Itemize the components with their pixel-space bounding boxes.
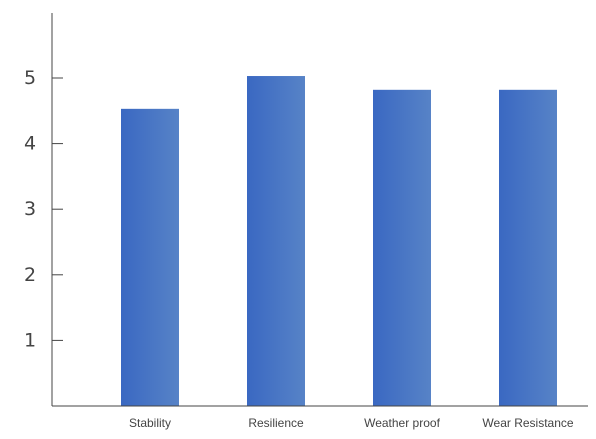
bar-resilience xyxy=(247,76,305,407)
x-axis: Stability Resilience Weather proof Wear Res… xyxy=(52,405,588,430)
y-axis: 1 2 3 4 5 xyxy=(24,13,63,406)
x-tick-label-stability: Stability xyxy=(129,416,171,430)
y-tick-label-1: 1 xyxy=(24,329,36,351)
x-tick-label-weather-proof: Weather proof xyxy=(364,416,440,430)
y-tick-label-2: 2 xyxy=(24,264,36,286)
x-tick-label-resilience: Resilience xyxy=(248,416,304,430)
y-tick-label-5: 5 xyxy=(24,67,36,89)
y-tick-label-3: 3 xyxy=(24,198,36,220)
bar-wear-resistance xyxy=(499,89,557,407)
y-tick-label-4: 4 xyxy=(24,133,36,155)
bar-weather-proof xyxy=(373,89,431,407)
x-tick-label-wear-resistance: Wear Resistance xyxy=(482,416,573,430)
bar-stability xyxy=(121,108,179,406)
bars-group xyxy=(121,76,557,407)
